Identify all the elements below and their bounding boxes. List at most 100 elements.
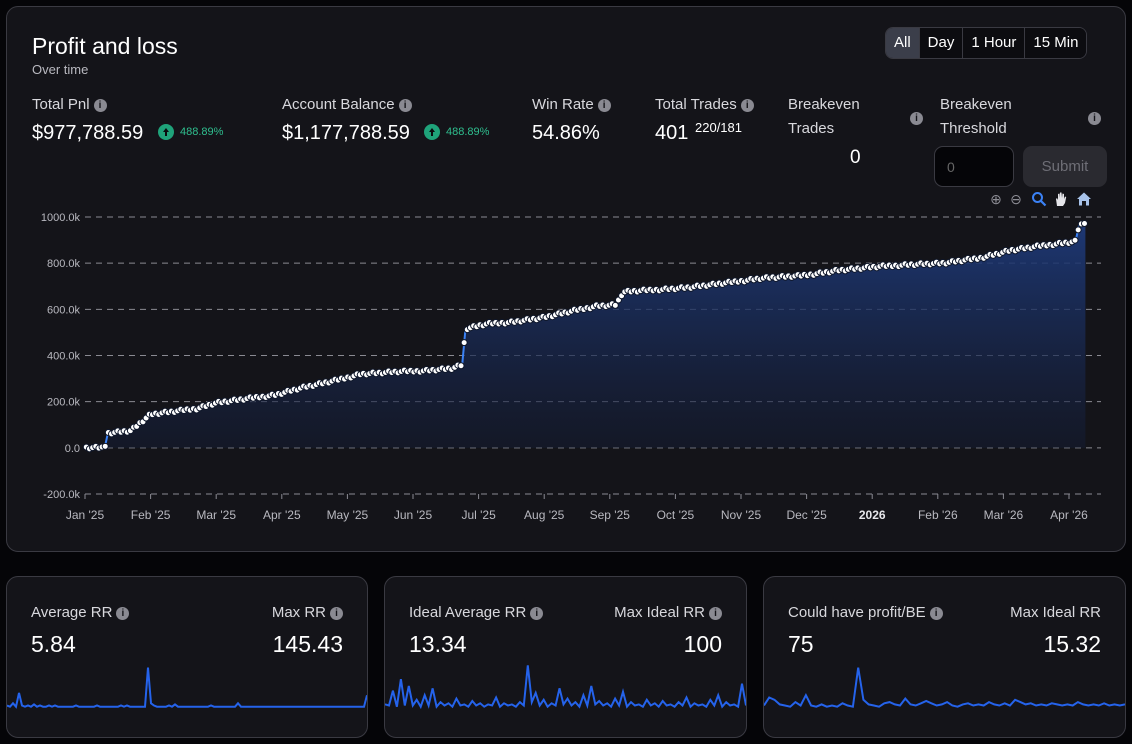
breakeven-threshold-label-1: Breakeven xyxy=(940,96,1012,113)
ideal-average-rr-label: Ideal Average RR i xyxy=(409,604,544,621)
account-balance-change: 488.89% xyxy=(446,126,490,138)
home-reset-icon[interactable] xyxy=(1076,191,1092,207)
trade-point xyxy=(1080,219,1088,227)
total-pnl-value: $977,788.59 xyxy=(32,122,144,144)
info-icon[interactable]: i xyxy=(398,99,412,112)
y-tick-label: 1000.0k xyxy=(41,212,81,224)
breakeven-trades-label-2: Trades xyxy=(788,120,835,137)
max-rr-label-text: Max RR xyxy=(271,604,326,621)
y-tick-label: 400.0k xyxy=(47,351,81,363)
max-ideal-rr-label: Max Ideal RR i xyxy=(614,604,722,621)
pan-hand-icon[interactable] xyxy=(1053,191,1069,207)
y-tick-label: 0.0 xyxy=(65,443,80,455)
account-balance-label: Account Balance i xyxy=(282,96,412,113)
x-tick-label: Aug '25 xyxy=(524,508,565,522)
total-trades-label: Total Trades i xyxy=(655,96,754,113)
breakeven-trades-label-1: Breakeven xyxy=(788,96,860,113)
account-balance-value: $1,177,788.59 xyxy=(282,122,410,144)
info-icon[interactable]: i xyxy=(1088,112,1101,125)
could-have-profit-card: Could have profit/BE i 75 Max Ideal RR 15… xyxy=(763,576,1126,738)
trade-point xyxy=(1074,226,1082,234)
sparkline-path xyxy=(385,665,746,710)
ideal-average-rr-value: 13.34 xyxy=(409,631,467,657)
could-have-profit-sparkline xyxy=(764,667,1125,708)
x-tick-label: Apr '26 xyxy=(1050,508,1088,522)
max-ideal-rr-value: 100 xyxy=(683,631,722,657)
timeframe-1hour-button[interactable]: 1 Hour xyxy=(963,28,1026,58)
x-tick-label: Jul '25 xyxy=(461,508,496,522)
info-icon[interactable]: i xyxy=(530,607,544,620)
info-icon[interactable]: i xyxy=(910,112,923,125)
zoom-out-icon[interactable]: ⊖ xyxy=(1010,191,1022,207)
arrow-up-icon xyxy=(424,124,440,140)
info-icon[interactable]: i xyxy=(116,607,130,620)
info-icon[interactable]: i xyxy=(740,99,754,112)
x-tick-label: Dec '25 xyxy=(786,508,827,522)
sparkline-path xyxy=(764,667,1125,708)
sparkline-path xyxy=(7,667,367,709)
max-rr-label: Max RR i xyxy=(272,604,343,621)
max-ideal-rr-value-2: 15.32 xyxy=(1043,631,1101,657)
info-icon[interactable]: i xyxy=(597,99,611,112)
x-tick-label: Jan '25 xyxy=(66,508,105,522)
page-subtitle: Over time xyxy=(32,62,89,77)
info-icon[interactable]: i xyxy=(330,607,343,620)
y-tick-label: 600.0k xyxy=(47,304,81,316)
average-rr-value: 5.84 xyxy=(31,631,76,657)
trade-point xyxy=(611,301,619,309)
max-ideal-rr-label-2: Max Ideal RR xyxy=(1010,604,1101,621)
trade-point xyxy=(1071,236,1079,244)
could-have-profit-value: 75 xyxy=(788,631,814,657)
max-rr-value: 145.43 xyxy=(272,631,343,657)
max-ideal-rr-label-text: Max Ideal RR xyxy=(614,604,705,621)
ideal-average-rr-label-text: Ideal Average RR xyxy=(409,604,527,621)
y-tick-label: 800.0k xyxy=(47,258,81,270)
breakeven-threshold-input[interactable] xyxy=(934,146,1014,187)
average-rr-sparkline xyxy=(7,667,367,709)
info-icon[interactable]: i xyxy=(709,607,722,620)
win-rate-label: Win Rate i xyxy=(532,96,611,113)
trade-point xyxy=(101,442,109,450)
x-tick-label: Feb '26 xyxy=(918,508,958,522)
pnl-chart[interactable]: -200.0k 0.0 200.0k 400.0k 600.0k 800.0k 1000.0… xyxy=(7,7,1127,553)
submit-button[interactable]: Submit xyxy=(1023,146,1107,187)
x-tick-label: Nov '25 xyxy=(721,508,762,522)
pnl-card: Profit and loss Over time All Day 1 Hour… xyxy=(6,6,1126,552)
win-rate-label-text: Win Rate xyxy=(532,96,594,113)
ideal-average-rr-sparkline xyxy=(385,665,746,710)
trade-point xyxy=(457,362,465,370)
could-have-profit-label-text: Could have profit/BE xyxy=(788,604,926,621)
total-trades-label-text: Total Trades xyxy=(655,96,737,113)
timeframe-15min-button[interactable]: 15 Min xyxy=(1025,28,1087,58)
zoom-in-icon[interactable]: ⊕ xyxy=(990,191,1002,207)
arrow-up-icon xyxy=(158,124,174,140)
average-rr-label-text: Average RR xyxy=(31,604,113,621)
y-tick-label: -200.0k xyxy=(43,489,80,501)
trade-point xyxy=(460,339,468,347)
page-title: Profit and loss xyxy=(32,33,178,59)
total-pnl-label: Total Pnl i xyxy=(32,96,107,113)
x-tick-label: May '25 xyxy=(327,508,369,522)
account-balance-label-text: Account Balance xyxy=(282,96,395,113)
total-trades-value: 401 xyxy=(655,122,689,144)
breakeven-trades-value: 0 xyxy=(850,147,861,168)
timeframe-day-button[interactable]: Day xyxy=(919,28,964,58)
average-rr-label: Average RR i xyxy=(31,604,130,621)
info-icon[interactable]: i xyxy=(929,607,943,620)
x-tick-label: Mar '25 xyxy=(196,508,236,522)
total-pnl-change: 488.89% xyxy=(180,126,224,138)
zoom-select-icon[interactable] xyxy=(1031,191,1047,207)
timeframe-all-button[interactable]: All xyxy=(886,28,920,58)
could-have-profit-label: Could have profit/BE i xyxy=(788,604,943,621)
ideal-average-rr-card: Ideal Average RR i 13.34 Max Ideal RR i 10… xyxy=(384,576,747,738)
win-rate-value: 54.86% xyxy=(532,122,600,144)
y-tick-label: 200.0k xyxy=(47,397,81,409)
info-icon[interactable]: i xyxy=(93,99,107,112)
timeframe-selector: All Day 1 Hour 15 Min xyxy=(885,27,1088,59)
x-tick-label: Feb '25 xyxy=(131,508,171,522)
x-tick-label: Sep '25 xyxy=(590,508,631,522)
x-tick-label: Apr '25 xyxy=(263,508,301,522)
x-tick-label: Oct '25 xyxy=(657,508,695,522)
x-tick-label: Mar '26 xyxy=(984,508,1024,522)
pnl-area xyxy=(85,221,1086,448)
